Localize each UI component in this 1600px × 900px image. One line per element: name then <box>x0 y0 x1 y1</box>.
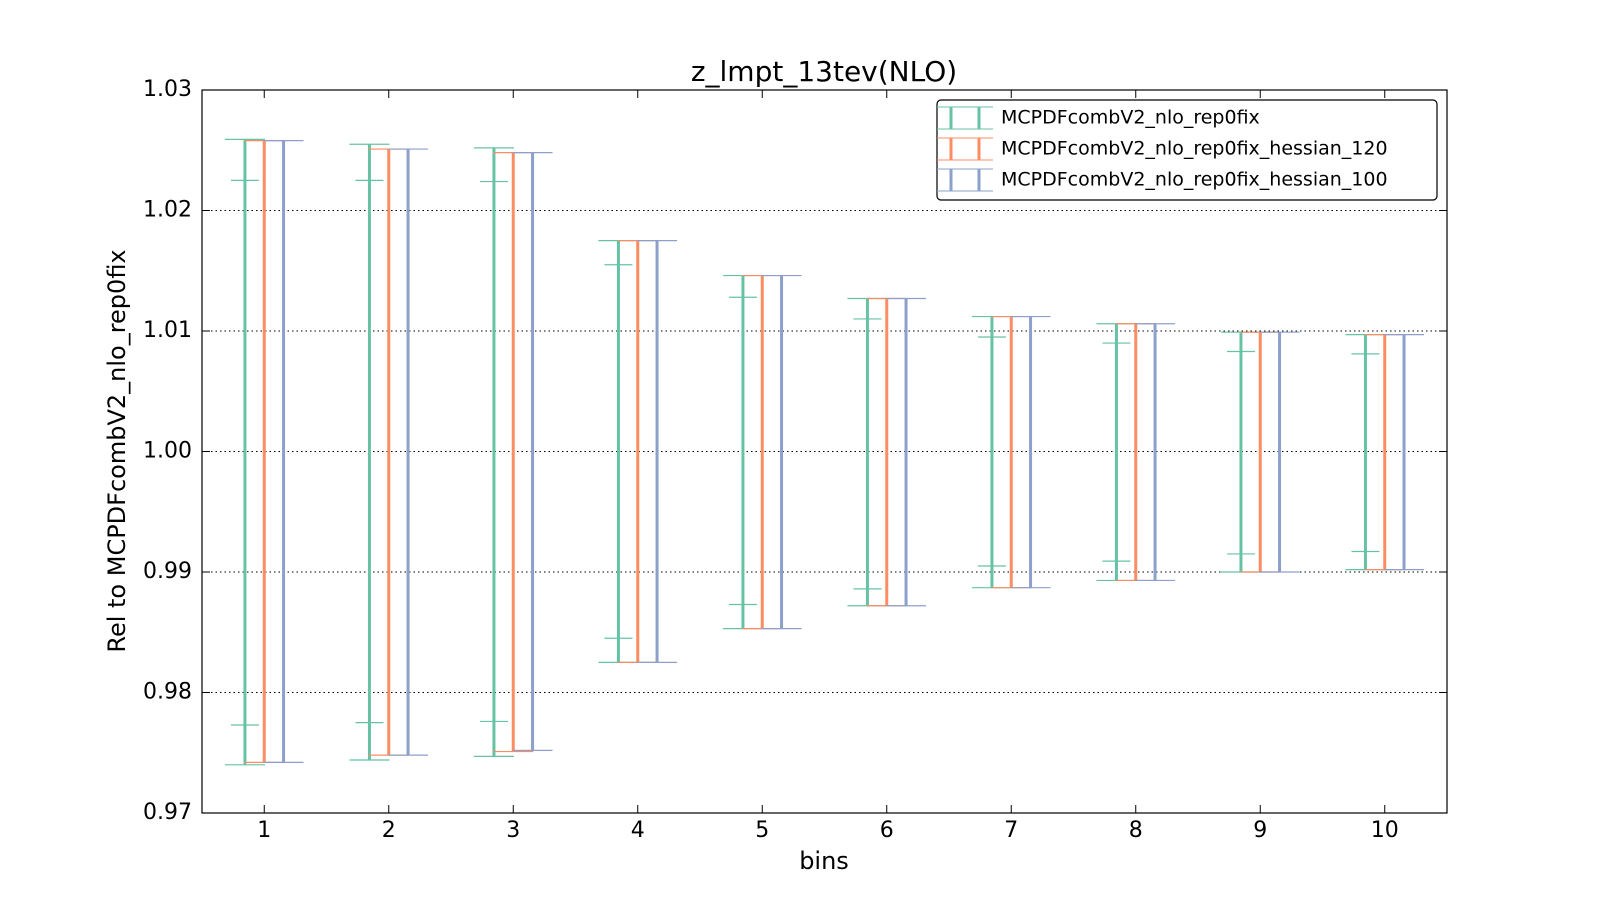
legend: MCPDFcombV2_nlo_rep0fix MCPDFcombV2_nlo_r… <box>936 99 1438 201</box>
y-tick-label: 1.00 <box>143 439 192 464</box>
y-tick-label: 0.97 <box>143 800 192 825</box>
y-tick-label: 1.01 <box>143 318 192 343</box>
y-tick-label: 1.02 <box>143 198 192 223</box>
y-tick-label: 1.03 <box>143 77 192 102</box>
x-tick-label: 2 <box>382 818 396 843</box>
y-axis-label: Rel to MCPDFcombV2_nlo_rep0fix <box>103 249 131 652</box>
x-tick-label: 5 <box>755 818 769 843</box>
legend-label: MCPDFcombV2_nlo_rep0fix_hessian_120 <box>1001 138 1388 160</box>
x-tick-label: 10 <box>1371 818 1399 843</box>
legend-label: MCPDFcombV2_nlo_rep0fix <box>1001 107 1260 129</box>
x-axis-label: bins <box>799 847 849 875</box>
x-tick-label: 3 <box>506 818 520 843</box>
x-tick-label: 7 <box>1004 818 1018 843</box>
y-tick-label: 0.99 <box>143 559 192 584</box>
x-tick-label: 6 <box>880 818 894 843</box>
plot-frame <box>201 89 1448 814</box>
x-tick-label: 4 <box>631 818 645 843</box>
x-tick-label: 1 <box>257 818 271 843</box>
x-tick-label: 8 <box>1129 818 1143 843</box>
y-tick-label: 0.98 <box>143 680 192 705</box>
legend-label: MCPDFcombV2_nlo_rep0fix_hessian_100 <box>1001 169 1388 191</box>
chart-title: z_lmpt_13tev(NLO) <box>691 55 957 88</box>
x-tick-label: 9 <box>1253 818 1267 843</box>
legend-box <box>936 99 1438 201</box>
